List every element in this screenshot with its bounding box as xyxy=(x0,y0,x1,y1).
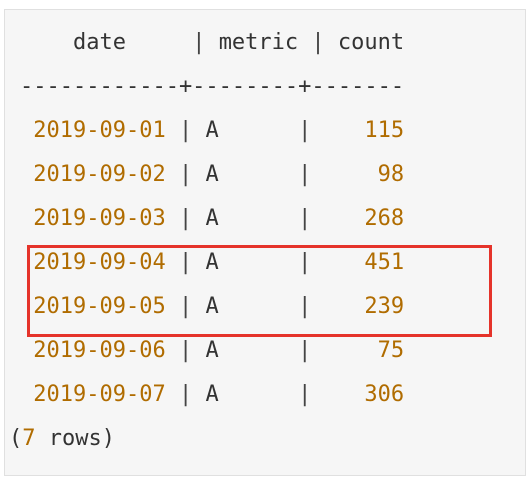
row-count: 115 xyxy=(364,118,405,143)
row-metric: A xyxy=(205,162,219,187)
row-count: 239 xyxy=(364,294,405,319)
row-date: 2019-09-06 xyxy=(33,338,166,363)
row-count: 306 xyxy=(364,382,405,407)
row-date: 2019-09-02 xyxy=(33,162,166,187)
table-row: 2019-09-06 | A | 75 xyxy=(33,338,405,363)
row-date: 2019-09-07 xyxy=(33,382,166,407)
row-count: 75 xyxy=(377,338,405,363)
highlight-annotation-box xyxy=(27,245,492,337)
row-date: 2019-09-05 xyxy=(33,294,166,319)
table-header: date | metric | count xyxy=(72,30,405,55)
row-metric: A xyxy=(205,338,219,363)
row-date: 2019-09-03 xyxy=(33,206,166,231)
row-count: 98 xyxy=(377,162,405,187)
row-metric: A xyxy=(205,250,219,275)
row-count-footer: (7 rows) xyxy=(9,426,115,451)
row-metric: A xyxy=(205,206,219,231)
footer-row-count: 7 xyxy=(22,426,36,451)
row-metric: A xyxy=(205,118,219,143)
table-row: 2019-09-05 | A | 239 xyxy=(33,294,405,319)
table-row: 2019-09-01 | A | 115 xyxy=(33,118,405,143)
column-header-date: date xyxy=(72,30,126,55)
row-metric: A xyxy=(205,294,219,319)
table-row: 2019-09-04 | A | 451 xyxy=(33,250,405,275)
row-metric: A xyxy=(205,382,219,407)
column-header-metric: metric xyxy=(218,30,299,55)
row-date: 2019-09-01 xyxy=(33,118,166,143)
column-header-count: count xyxy=(337,30,405,55)
table-divider: ------------+--------+------- xyxy=(20,74,405,99)
row-date: 2019-09-04 xyxy=(33,250,166,275)
row-count: 268 xyxy=(364,206,405,231)
table-row: 2019-09-02 | A | 98 xyxy=(33,162,405,187)
table-row: 2019-09-07 | A | 306 xyxy=(33,382,405,407)
code-output-block: date | metric | count ------------+-----… xyxy=(4,9,526,476)
table-row: 2019-09-03 | A | 268 xyxy=(33,206,405,231)
row-count: 451 xyxy=(364,250,405,275)
